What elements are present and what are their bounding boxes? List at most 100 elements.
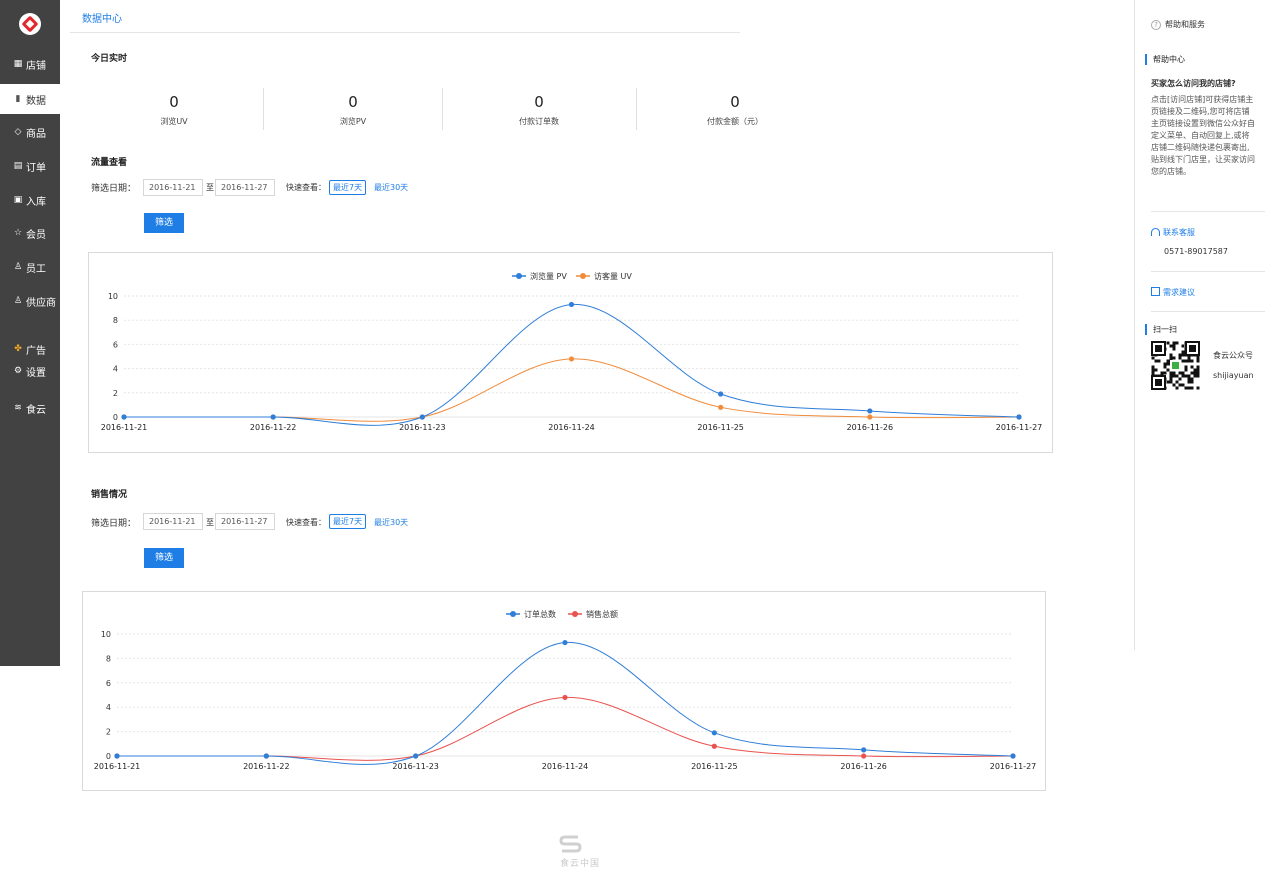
traffic-quick-7days-button[interactable]: 最近7天 — [329, 180, 367, 195]
sidebar-item-1[interactable]: ▮ 数据 — [0, 84, 60, 114]
divider — [1151, 211, 1265, 212]
stat-value: 0 — [534, 93, 544, 111]
x-tick-label: 2016-11-26 — [847, 423, 894, 432]
qr-code-icon — [1151, 341, 1200, 390]
traffic-start-date-input[interactable]: 2016-11-21 — [143, 179, 203, 196]
sidebar-item-label: 员工 — [26, 263, 46, 275]
legend-entry: 访客量 UV — [594, 271, 632, 281]
legend-marker — [516, 273, 522, 279]
sidebar-item-2[interactable]: ◇ 商品 — [0, 117, 60, 147]
y-tick-label: 10 — [101, 630, 111, 639]
x-tick-label: 2016-11-21 — [94, 762, 141, 771]
help-center-heading: 帮助中心 — [1145, 54, 1185, 65]
legend-entry: 浏览量 PV — [530, 271, 567, 281]
divider — [263, 88, 264, 130]
y-tick-label: 2 — [106, 728, 111, 737]
data-point — [562, 639, 568, 646]
sidebar-item-10[interactable]: ≋ 食云 — [0, 393, 60, 423]
x-tick-label: 2016-11-22 — [243, 762, 289, 771]
y-tick-label: 0 — [106, 752, 111, 761]
x-tick-label: 2016-11-23 — [392, 762, 439, 771]
sales-filter-button[interactable]: 筛选 — [144, 548, 184, 568]
data-point — [263, 753, 269, 759]
faq-answer-line: 您的店铺。 — [1151, 167, 1191, 176]
faq-answer-line: 点击[访问店铺]可获得店铺主 — [1151, 95, 1254, 104]
help-service-link[interactable]: ? 帮助和服务 — [1151, 19, 1205, 30]
series-line-0 — [117, 642, 1014, 765]
y-tick-label: 10 — [108, 292, 118, 301]
data-point — [867, 414, 873, 420]
data-point — [861, 753, 867, 759]
data-point — [413, 753, 419, 759]
divider — [442, 88, 443, 130]
faq-answer: 点击[访问店铺]可获得店铺主 页链接及二维码,您可将店铺 主页链接设置到微信公众好自… — [1151, 94, 1271, 178]
legend-entry: 订单总数 — [524, 609, 556, 619]
stat-label: 付款订单数 — [519, 117, 559, 126]
footer-brand: 食云中国 — [560, 859, 601, 869]
sidebar-item-6[interactable]: ♙ 员工 — [0, 252, 60, 282]
sales-quick-30days-link[interactable]: 最近30天 — [374, 518, 409, 527]
sidebar-item-label: 食云 — [26, 404, 46, 416]
sidebar-item-9[interactable]: ⚙ 设置 — [0, 356, 60, 386]
sales-quick-7days-button[interactable]: 最近7天 — [329, 514, 367, 529]
data-point — [419, 414, 425, 420]
right-panel-divider — [1134, 0, 1135, 650]
contact-service-link[interactable]: 联系客服 — [1151, 227, 1195, 238]
scan-heading: 扫一扫 — [1145, 324, 1177, 335]
data-point — [867, 408, 873, 414]
stat-value: 0 — [348, 93, 358, 111]
y-tick-label: 6 — [113, 340, 118, 349]
stat-uv: 0 浏览UV — [90, 88, 258, 130]
sidebar-item-3[interactable]: ▤ 订单 — [0, 151, 60, 181]
official-account-label: 食云公众号 — [1213, 351, 1253, 360]
sales-start-date-input[interactable]: 2016-11-21 — [143, 513, 203, 530]
y-tick-label: 0 — [113, 413, 118, 422]
stat-amount: 0 付款金额（元） — [640, 88, 830, 130]
sales-end-date-input[interactable]: 2016-11-27 — [215, 513, 275, 530]
sidebar-item-label: 商品 — [26, 128, 46, 140]
sidebar-item-7[interactable]: ♙ 供应商 — [0, 286, 60, 316]
logo-icon[interactable] — [19, 13, 41, 35]
traffic-filter-button[interactable]: 筛选 — [144, 213, 184, 233]
traffic-quick-30days-link[interactable]: 最近30天 — [374, 183, 409, 192]
x-tick-label: 2016-11-23 — [399, 423, 446, 432]
faq-answer-line: 主页链接设置到微信公众好自 — [1151, 119, 1255, 128]
stat-label: 付款金额（元） — [707, 117, 763, 126]
sidebar-item-0[interactable]: ▦ 店铺 — [0, 49, 60, 79]
x-tick-label: 2016-11-24 — [542, 762, 589, 771]
stat-pv: 0 浏览PV — [268, 88, 438, 130]
sidebar-item-8[interactable]: ✤ 广告 — [0, 334, 60, 364]
inbox-icon: ▣ — [13, 195, 23, 205]
sidebar-item-label: 设置 — [26, 367, 46, 379]
feedback-link[interactable]: 需求建议 — [1151, 287, 1195, 298]
traffic-end-date-input[interactable]: 2016-11-27 — [215, 179, 275, 196]
legend-entry: 销售总额 — [586, 609, 618, 619]
person-icon: ♙ — [13, 262, 23, 272]
data-point — [711, 743, 717, 749]
data-point — [1010, 753, 1016, 759]
data-point — [718, 391, 724, 397]
faq-answer-line: 贴到线下门店里，让买家访问 — [1151, 155, 1255, 164]
traffic-quick-label: 快速查看： — [286, 183, 326, 192]
chart1-svg: 0 2 4 6 8 10 2016-11-21 2016-11-22 2016-11-23 201… — [101, 271, 1043, 432]
sidebar-item-label: 订单 — [26, 162, 46, 174]
range-separator: 至 — [206, 183, 214, 192]
faq-question[interactable]: 买家怎么访问我的店铺? — [1151, 79, 1236, 88]
faq-answer-line: 店铺二维码随快递包裹寄出, — [1151, 143, 1250, 152]
breadcrumb-data-center[interactable]: 数据中心 — [82, 14, 122, 25]
bar-chart-icon: ▮ — [15, 94, 21, 104]
sidebar-item-label: 入库 — [26, 196, 46, 208]
legend-marker — [580, 273, 586, 279]
data-point — [568, 356, 575, 362]
order-list-icon: ▤ — [13, 161, 23, 171]
sidebar-item-label: 广告 — [26, 345, 46, 357]
contact-service-label: 联系客服 — [1163, 228, 1195, 237]
help-service-label: 帮助和服务 — [1165, 20, 1205, 29]
data-point — [121, 414, 127, 420]
stat-label: 浏览PV — [339, 117, 367, 126]
sidebar-item-4[interactable]: ▣ 入库 — [0, 185, 60, 215]
legend-marker — [572, 611, 578, 617]
data-point — [861, 747, 867, 753]
sidebar-item-5[interactable]: ☆ 会员 — [0, 218, 60, 248]
y-tick-label: 2 — [113, 389, 118, 398]
